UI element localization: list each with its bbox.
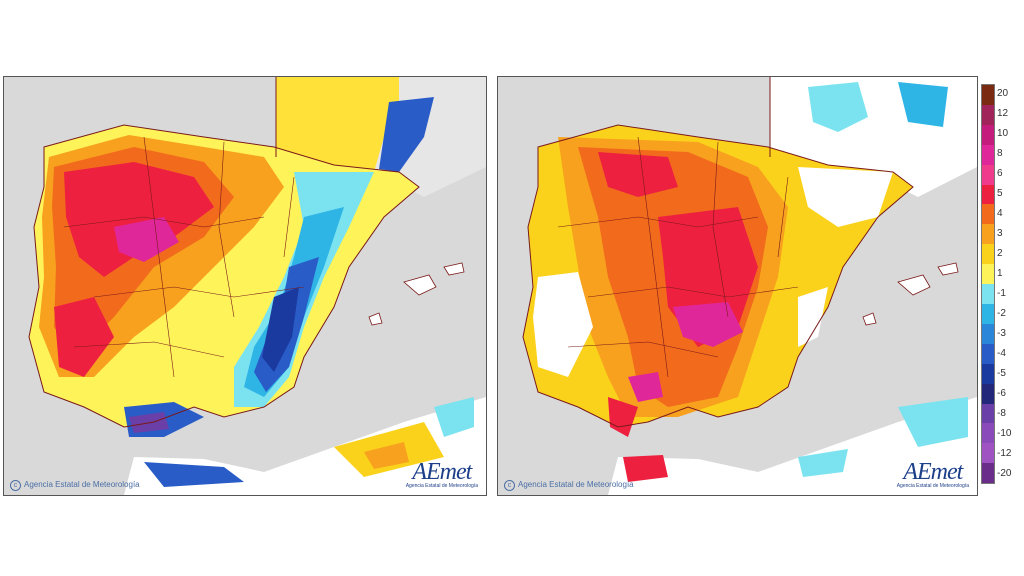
legend-swatch [982,244,994,265]
legend-swatch [982,303,994,324]
legend-label: -1 [997,288,1006,299]
legend-swatch [982,85,994,105]
aemet-logo-left-word: AEmet [412,459,472,485]
legend-swatch [982,383,994,404]
copyright-icon: c [10,480,21,491]
legend-swatch [982,403,994,424]
credit-right-text: Agencia Estatal de Meteorología [518,480,634,489]
legend-swatch [982,144,994,165]
legend-swatch [982,363,994,384]
legend-label: 5 [997,188,1003,199]
legend-label: -12 [997,448,1012,459]
color-scale-legend: 20 12 10 8 6 5 4 3 2 1 -1 -2 -3 -4 -5 -6 -8 -10 -12 -20 [981,80,1021,488]
aemet-logo-left-sub: Agencia Estatal de Meteorología [405,483,478,489]
legend-label: -20 [997,468,1012,479]
copyright-icon: c [504,480,515,491]
legend-swatch [982,463,994,484]
legend-swatch [982,423,994,444]
legend-label: 3 [997,228,1003,239]
legend-label: 10 [997,128,1009,139]
legend-label: -5 [997,368,1006,379]
legend-swatch [982,124,994,145]
legend-swatch [982,204,994,225]
legend-swatch [982,264,994,285]
legend-swatch [982,164,994,185]
credit-right: c Agencia Estatal de Meteorología [504,480,634,491]
legend-label: 6 [997,168,1003,179]
anomaly-map-left: c Agencia Estatal de Meteorología AEmet A… [3,76,487,496]
aemet-logo-right: AEmet Agencia Estatal de Meteorología [896,459,969,489]
credit-left-text: Agencia Estatal de Meteorología [24,480,140,489]
pyrenees-cold-area [379,97,434,172]
legend-swatch [982,343,994,364]
legend-label: -10 [997,428,1012,439]
legend-swatch [982,224,994,245]
legend-label: 8 [997,148,1003,159]
legend-label: -3 [997,328,1006,339]
legend-swatch [982,323,994,344]
legend-label: -8 [997,408,1006,419]
credit-left: c Agencia Estatal de Meteorología [10,480,140,491]
legend-label: -2 [997,308,1006,319]
anomaly-map-right: c Agencia Estatal de Meteorología AEmet A… [497,76,978,496]
color-scale-bar [981,84,995,484]
map-right-canvas [498,77,977,495]
legend-label: 2 [997,248,1003,259]
legend-label: 1 [997,268,1003,279]
legend-swatch [982,184,994,205]
aemet-logo-right-sub: Agencia Estatal de Meteorología [896,483,969,489]
legend-swatch [982,104,994,125]
map-left-canvas [4,77,486,495]
northwest-hot-area [64,162,214,277]
france-warm-area [276,77,399,172]
legend-label: 4 [997,208,1003,219]
aemet-logo-right-word: AEmet [903,459,963,485]
legend-label: 20 [997,88,1009,99]
legend-label: -4 [997,348,1006,359]
legend-label: -6 [997,388,1006,399]
legend-swatch [982,443,994,464]
aemet-logo-left: AEmet Agencia Estatal de Meteorología [405,459,478,489]
legend-swatch [982,284,994,304]
legend-label: 12 [997,108,1009,119]
